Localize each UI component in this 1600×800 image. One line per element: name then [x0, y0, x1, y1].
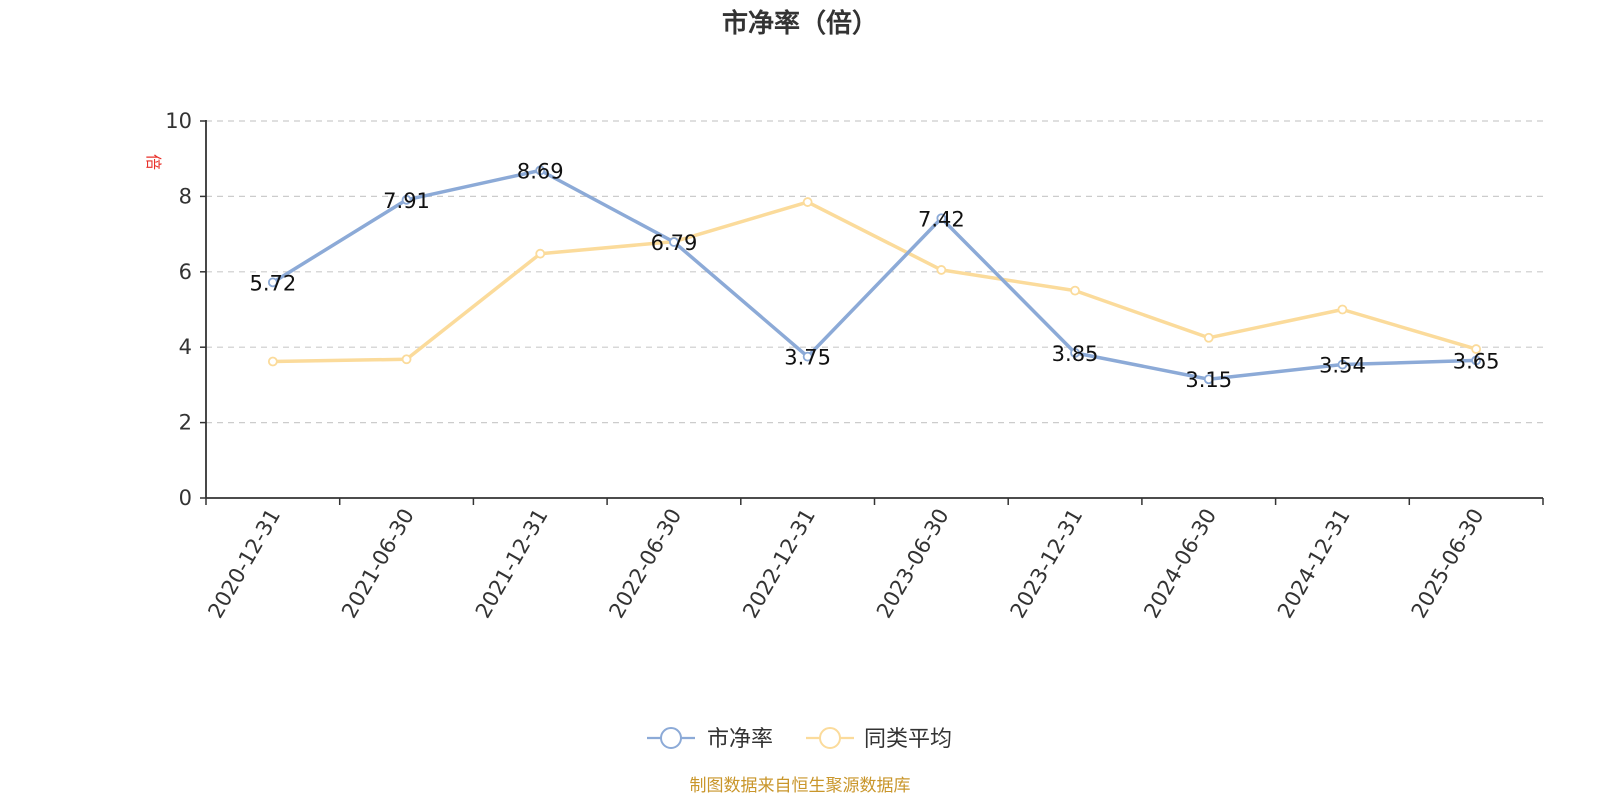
series-point-1	[802, 197, 813, 207]
series-point-1	[401, 354, 412, 365]
series-point-0	[802, 351, 813, 362]
series-point-0	[1337, 359, 1348, 370]
data-label: 8.69	[517, 159, 564, 183]
data-label: 3.54	[1319, 354, 1366, 378]
data-label: 3.75	[784, 346, 831, 370]
data-labels: 5.72 7.91 8.69 6.79 3.75 7.42 3.85 3.15 3.54 3.65	[249, 159, 1499, 392]
legend-marker-1[interactable]	[819, 727, 841, 749]
series-point-0	[936, 213, 947, 224]
x-tick-label: 2021-12-31	[471, 505, 553, 623]
data-label: 7.42	[918, 207, 965, 231]
series-line-0	[271, 168, 1478, 381]
series-point-1	[936, 265, 947, 275]
y-tick-label: 8	[179, 184, 192, 208]
series-point-0	[401, 194, 412, 205]
x-tick-label: 2025-06-30	[1407, 505, 1489, 623]
chart-title: 市净率（倍）	[722, 8, 878, 39]
y-tick-label: 6	[179, 260, 192, 284]
x-tick-label: 2023-12-31	[1006, 505, 1088, 623]
legend-item-label[interactable]: 同类平均	[864, 727, 952, 752]
x-tick-label: 2022-12-31	[738, 505, 820, 623]
data-label: 7.91	[383, 189, 430, 213]
y-tick-label: 2	[179, 411, 192, 435]
legend-marker-0[interactable]	[660, 727, 682, 749]
data-label: 6.79	[651, 231, 698, 255]
series-point-1	[1471, 344, 1482, 354]
x-tick-label: 2021-06-30	[337, 505, 419, 623]
series-point-0	[535, 165, 546, 176]
data-label: 3.85	[1052, 342, 1099, 366]
y-tick-label: 4	[179, 335, 192, 359]
series-point-1	[1070, 285, 1080, 296]
y-tick-label: 10	[165, 109, 192, 133]
y-axis-unit-label: 倍	[144, 154, 163, 170]
legend[interactable]: 市净率 同类平均	[647, 727, 952, 752]
data-label: 3.65	[1453, 349, 1500, 373]
series-lines	[267, 165, 1482, 385]
series-point-0	[1471, 355, 1482, 366]
series-point-0	[669, 237, 679, 247]
x-tick-label: 2023-06-30	[872, 505, 954, 623]
y-tick-label: 0	[179, 486, 192, 510]
series-point-0	[1070, 347, 1080, 358]
x-tick-label: 2020-12-31	[203, 505, 285, 623]
x-tick-label: 2022-06-30	[604, 505, 686, 623]
series-point-1	[1337, 304, 1348, 315]
legend-item-label[interactable]: 市净率	[707, 727, 773, 752]
x-tick-label: 2024-06-30	[1139, 505, 1221, 623]
series-point-1	[267, 356, 278, 367]
data-source-note: 制图数据来自恒生聚源数据库	[690, 776, 911, 796]
series-point-0	[267, 277, 278, 288]
data-label: 3.15	[1185, 368, 1232, 392]
series-line-1	[271, 200, 1478, 364]
series-point-1	[535, 248, 546, 259]
x-tick-label: 2024-12-31	[1273, 505, 1355, 623]
series-point-1	[1203, 332, 1214, 343]
series-point-0	[1203, 374, 1214, 385]
data-label: 5.72	[249, 271, 296, 295]
